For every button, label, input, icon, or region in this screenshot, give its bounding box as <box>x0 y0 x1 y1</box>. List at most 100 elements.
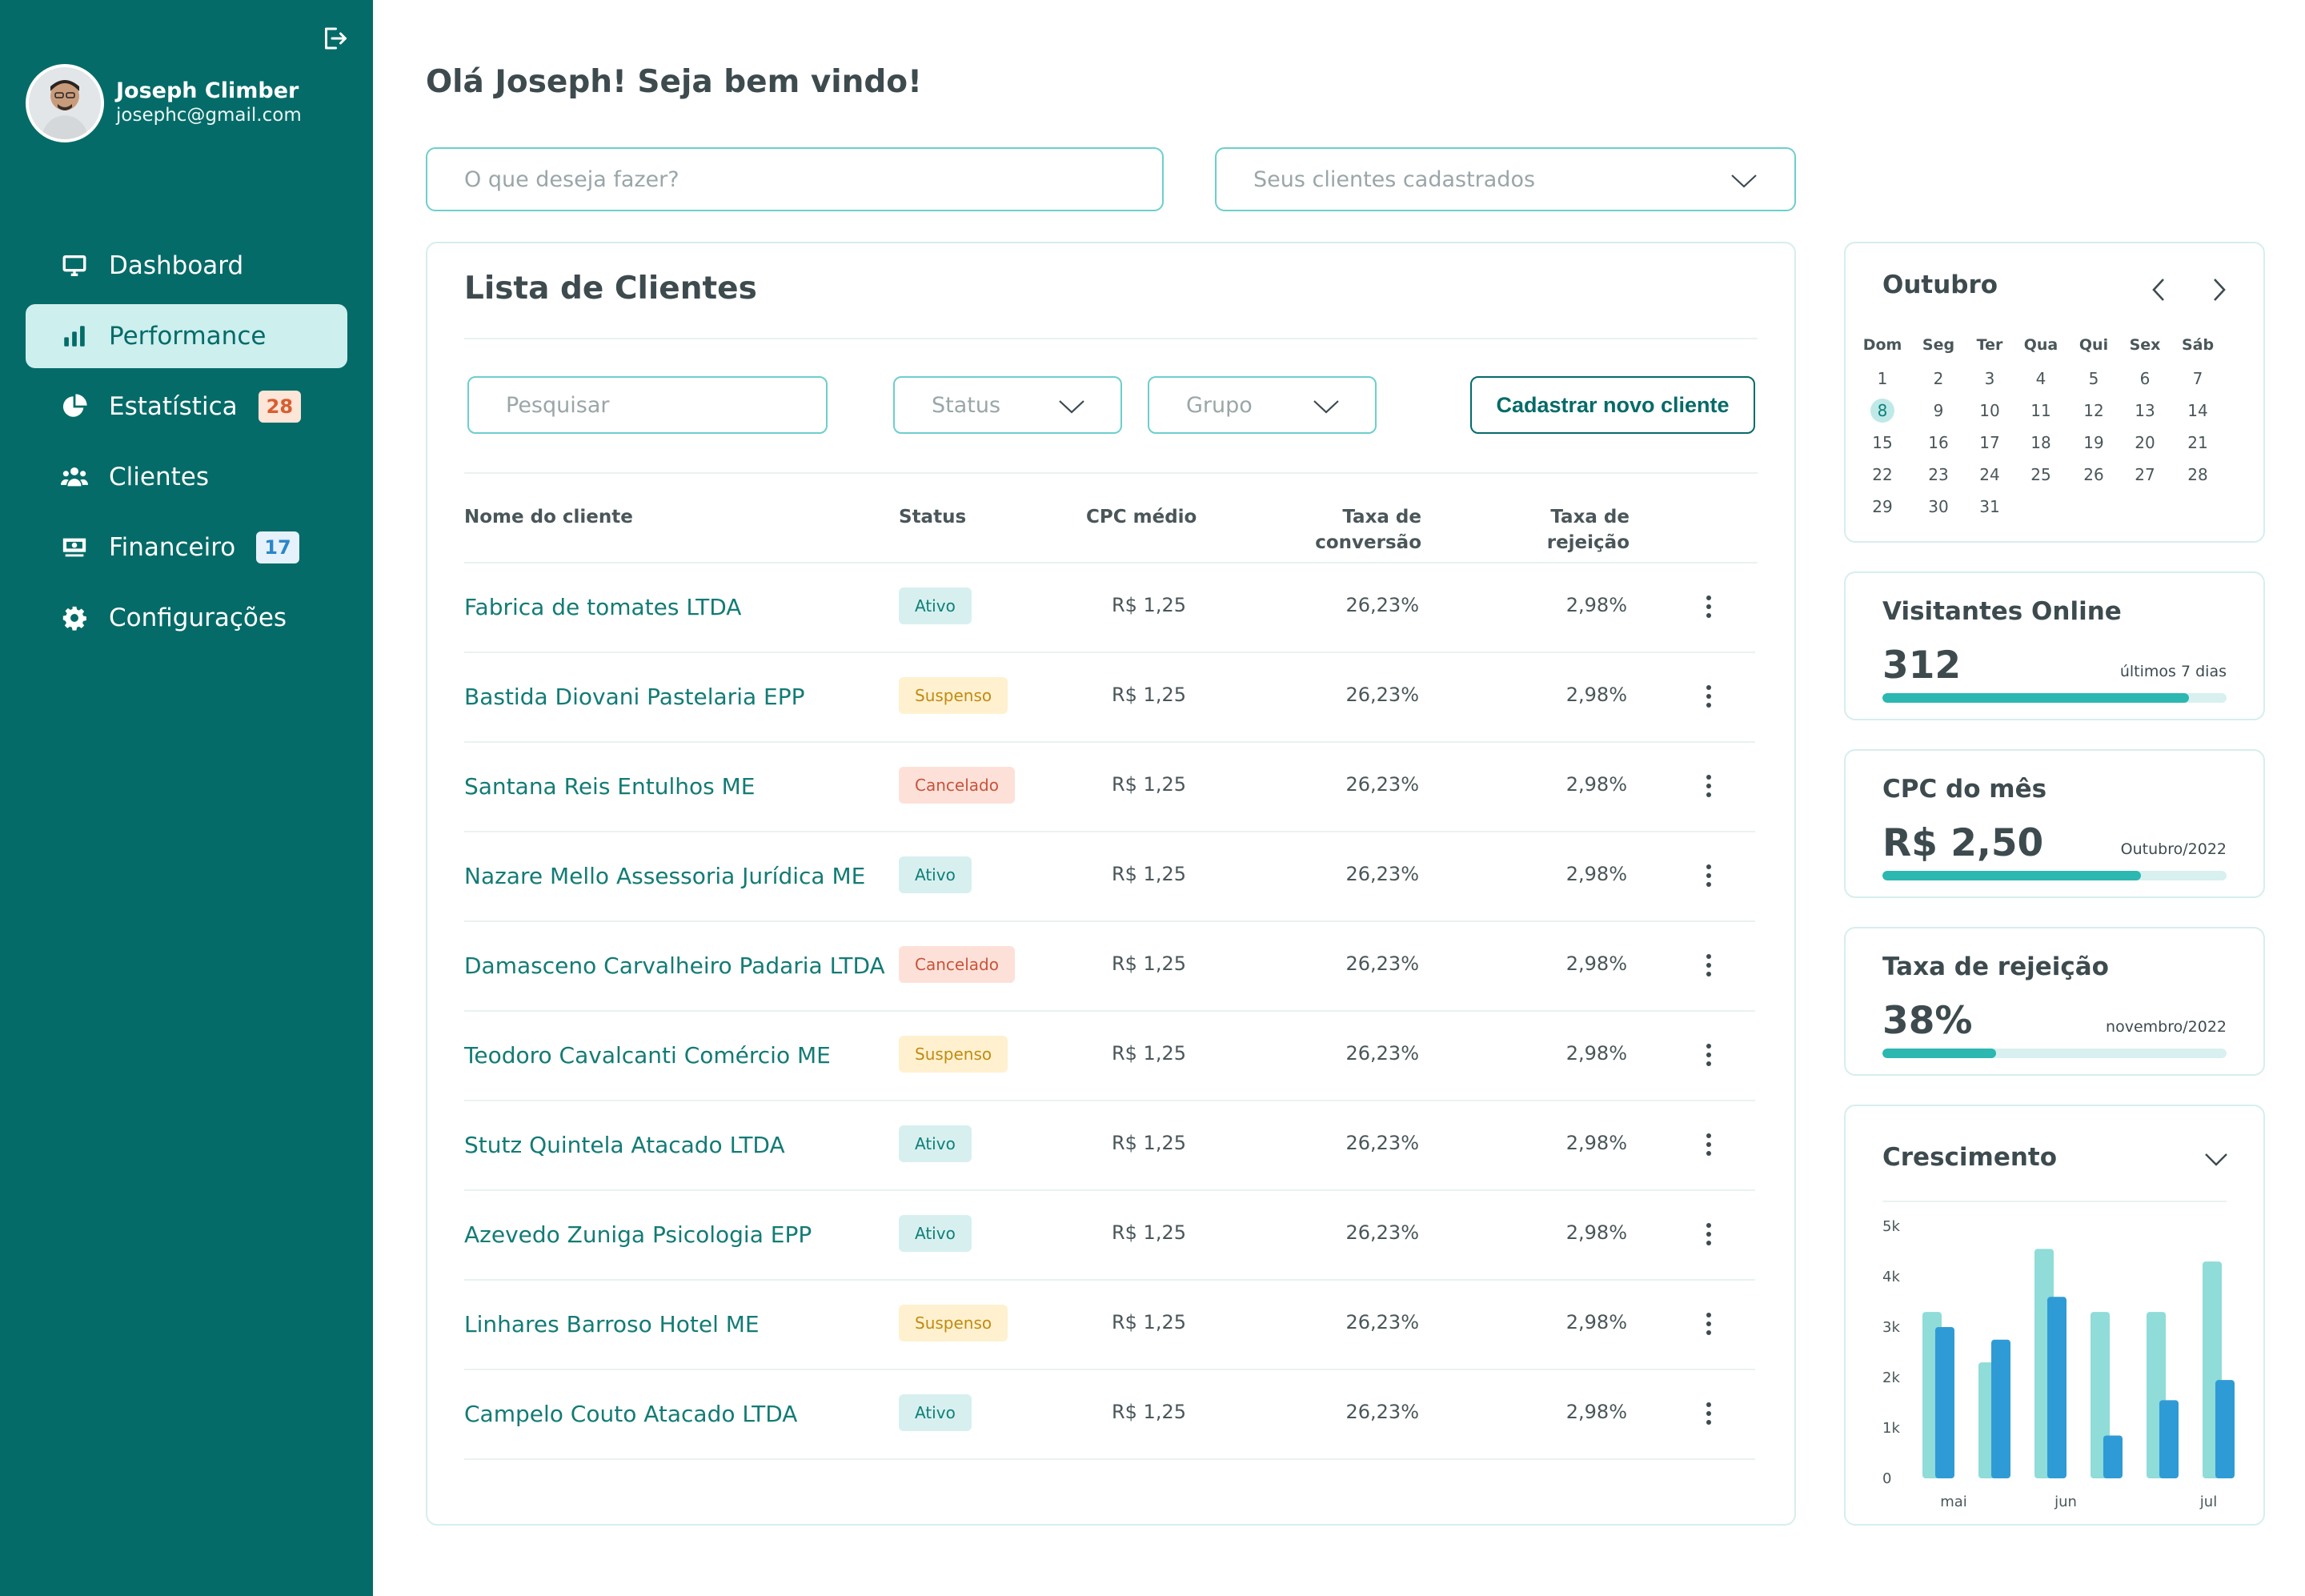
table-row[interactable]: Fabrica de tomates LTDA Ativo R$ 1,25 26,23… <box>464 563 1755 653</box>
client-name[interactable]: Stutz Quintela Atacado LTDA <box>464 1132 785 1158</box>
calendar-day[interactable]: 13 <box>2121 399 2169 423</box>
add-client-button[interactable]: Cadastrar novo cliente <box>1470 376 1755 434</box>
status-badge: Ativo <box>899 1394 972 1431</box>
sidebar-item-financeiro[interactable]: Financeiro 17 <box>26 515 347 579</box>
column-header-status[interactable]: Status <box>899 507 967 527</box>
calendar-day[interactable]: 3 <box>1966 367 2014 391</box>
client-name[interactable]: Campelo Couto Atacado LTDA <box>464 1401 798 1427</box>
calendar-day[interactable]: 15 <box>1858 431 1906 455</box>
calendar-day[interactable]: 29 <box>1858 495 1906 519</box>
table-row[interactable]: Campelo Couto Atacado LTDA Ativo R$ 1,25 26… <box>464 1370 1755 1460</box>
client-name[interactable]: Linhares Barroso Hotel ME <box>464 1311 760 1337</box>
calendar-day[interactable]: 12 <box>2070 399 2118 423</box>
calendar-day-number: 30 <box>1928 497 1949 516</box>
more-options-icon[interactable] <box>1705 1311 1713 1337</box>
table-row[interactable]: Damasceno Carvalheiro Padaria LTDA Cancel… <box>464 922 1755 1012</box>
more-options-icon[interactable] <box>1705 952 1713 978</box>
sidebar-item-clientes[interactable]: Clientes <box>26 445 347 509</box>
visitors-online-card: Visitantes Online 312 últimos 7 dias <box>1844 571 2265 720</box>
calendar-day[interactable]: 7 <box>2174 367 2222 391</box>
rejection-value: 2,98% <box>1565 1132 1627 1154</box>
calendar-day[interactable]: 16 <box>1914 431 1962 455</box>
calendar-day[interactable]: 18 <box>2017 431 2065 455</box>
calendar-day[interactable]: 26 <box>2070 463 2118 487</box>
status-filter-select[interactable]: Status <box>893 376 1122 434</box>
table-row[interactable]: Santana Reis Entulhos ME Cancelado R$ 1,25… <box>464 743 1755 832</box>
action-search-input[interactable]: O que deseja fazer? <box>426 147 1164 211</box>
more-options-icon[interactable] <box>1705 1132 1713 1157</box>
table-row[interactable]: Linhares Barroso Hotel ME Suspenso R$ 1,25… <box>464 1281 1755 1370</box>
conversion-value: 26,23% <box>1345 684 1419 706</box>
clients-search-input[interactable]: Pesquisar <box>467 376 828 434</box>
calendar-day[interactable]: 9 <box>1914 399 1962 423</box>
avatar[interactable] <box>26 64 104 142</box>
clients-select[interactable]: Seus clientes cadastrados <box>1215 147 1796 211</box>
calendar-day[interactable]: 27 <box>2121 463 2169 487</box>
calendar-day[interactable]: 6 <box>2121 367 2169 391</box>
calendar-day[interactable]: 23 <box>1914 463 1962 487</box>
client-name[interactable]: Nazare Mello Assessoria Jurídica ME <box>464 863 866 889</box>
sidebar-item-estatistica[interactable]: Estatística 28 <box>26 375 347 439</box>
chevron-right-icon[interactable] <box>2211 277 2228 303</box>
client-name[interactable]: Teodoro Cavalcanti Comércio ME <box>464 1042 831 1069</box>
calendar-day[interactable]: 31 <box>1966 495 2014 519</box>
more-options-icon[interactable] <box>1705 594 1713 620</box>
status-badge: Suspenso <box>899 1305 1008 1341</box>
client-name[interactable]: Azevedo Zuniga Psicologia EPP <box>464 1221 812 1248</box>
client-name[interactable]: Damasceno Carvalheiro Padaria LTDA <box>464 952 885 979</box>
client-name[interactable]: Fabrica de tomates LTDA <box>464 594 742 620</box>
table-row[interactable]: Bastida Diovani Pastelaria EPP Suspenso R$… <box>464 653 1755 743</box>
calendar-day[interactable]: 5 <box>2070 367 2118 391</box>
more-options-icon[interactable] <box>1705 1042 1713 1068</box>
calendar-day[interactable]: 19 <box>2070 431 2118 455</box>
table-row[interactable]: Stutz Quintela Atacado LTDA Ativo R$ 1,25 2… <box>464 1101 1755 1191</box>
chevron-down-icon[interactable] <box>2204 1153 2228 1167</box>
client-name[interactable]: Santana Reis Entulhos ME <box>464 773 756 800</box>
calendar-day[interactable]: 20 <box>2121 431 2169 455</box>
sidebar-item-performance[interactable]: Performance <box>26 304 347 368</box>
calendar-day[interactable]: 24 <box>1966 463 2014 487</box>
calendar-day[interactable]: 1 <box>1858 367 1906 391</box>
calendar-day[interactable]: 2 <box>1914 367 1962 391</box>
group-filter-select[interactable]: Grupo <box>1148 376 1377 434</box>
more-options-icon[interactable] <box>1705 1221 1713 1247</box>
growth-chart-card: Crescimento 0 1k 2k 3k 4k 5k mai jun jul <box>1844 1105 2265 1526</box>
conversion-value: 26,23% <box>1345 1132 1419 1154</box>
calendar-day[interactable]: 14 <box>2174 399 2222 423</box>
calendar-day[interactable]: 4 <box>2017 367 2065 391</box>
more-options-icon[interactable] <box>1705 1401 1713 1426</box>
column-header-rejection[interactable]: Taxa de rejeição <box>1547 504 1630 555</box>
table-row[interactable]: Azevedo Zuniga Psicologia EPP Ativo R$ 1,2… <box>464 1191 1755 1281</box>
table-row[interactable]: Nazare Mello Assessoria Jurídica ME Ativo… <box>464 832 1755 922</box>
client-name[interactable]: Bastida Diovani Pastelaria EPP <box>464 684 805 710</box>
more-options-icon[interactable] <box>1705 863 1713 888</box>
calendar-day-number: 7 <box>2192 369 2203 388</box>
calendar-day[interactable]: 11 <box>2017 399 2065 423</box>
x-tick-label: mai <box>1940 1494 1967 1510</box>
column-header-name[interactable]: Nome do cliente <box>464 507 633 527</box>
user-name: Joseph Climber <box>116 78 299 103</box>
logout-icon[interactable] <box>320 24 349 53</box>
notification-badge: 17 <box>256 531 299 563</box>
chevron-left-icon[interactable] <box>2150 277 2167 303</box>
column-header-conversion[interactable]: Taxa de conversão <box>1315 504 1421 555</box>
calendar-day[interactable]: 28 <box>2174 463 2222 487</box>
sidebar-item-dashboard[interactable]: Dashboard <box>26 234 347 298</box>
more-options-icon[interactable] <box>1705 684 1713 709</box>
column-header-cpc[interactable]: CPC médio <box>1086 507 1197 527</box>
table-row[interactable]: Teodoro Cavalcanti Comércio ME Suspenso R$… <box>464 1012 1755 1101</box>
calendar-day[interactable]: 30 <box>1914 495 1962 519</box>
calendar-day[interactable]: 25 <box>2017 463 2065 487</box>
calendar-day[interactable]: 17 <box>1966 431 2014 455</box>
calendar-day[interactable]: 22 <box>1858 463 1906 487</box>
more-options-icon[interactable] <box>1705 773 1713 799</box>
calendar-day[interactable]: 21 <box>2174 431 2222 455</box>
sidebar-item-configuracoes[interactable]: Configurações <box>26 586 347 650</box>
conversion-value: 26,23% <box>1345 773 1419 796</box>
calendar-day-number: 27 <box>2135 465 2155 484</box>
calendar-day[interactable]: 8 <box>1858 399 1906 423</box>
calendar-day[interactable]: 10 <box>1966 399 2014 423</box>
progress-bar-fill <box>1882 1049 1996 1058</box>
calendar-day-number: 11 <box>2030 401 2051 420</box>
page-title: Olá Joseph! Seja bem vindo! <box>426 64 922 100</box>
